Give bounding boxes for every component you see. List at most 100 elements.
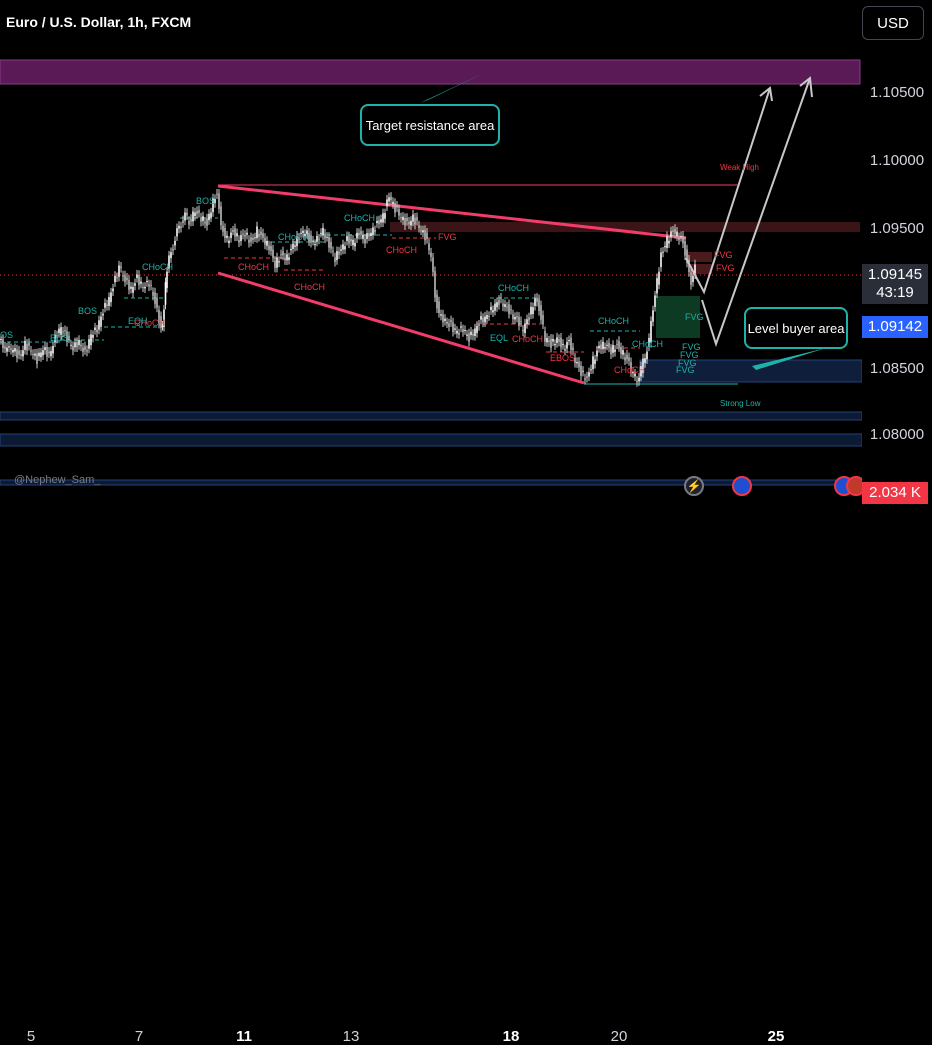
candle-body (604, 347, 606, 348)
candle-body (246, 233, 248, 235)
svg-text:CHoCH: CHoCH (498, 283, 529, 293)
candle-body (176, 228, 178, 236)
candle-body (406, 218, 408, 221)
candle-body (662, 252, 664, 253)
candle-body (266, 241, 268, 246)
price-chart[interactable]: OS BOS BOS CHoCH BOS EQH CHoCH CHoCH CHo… (0, 0, 862, 510)
candle-body (624, 357, 626, 360)
candle-body (142, 287, 144, 288)
candle-body (652, 310, 654, 321)
candle-body (310, 235, 312, 243)
candle-body (144, 287, 146, 289)
price-axis[interactable]: 1.10500 1.10000 1.09500 1.08500 1.08000 (862, 0, 932, 510)
candle-body (524, 324, 526, 333)
candle-body (114, 276, 116, 282)
candle-body (484, 317, 486, 323)
axis-corner (862, 510, 932, 550)
time-axis[interactable]: 5 7 11 13 18 20 25 (0, 510, 862, 550)
candle-body (470, 332, 472, 335)
eu-flag-icon[interactable] (732, 476, 752, 496)
target-resistance-callout[interactable]: Target resistance area (360, 104, 500, 146)
candle-body (562, 344, 564, 345)
candle-body (276, 257, 278, 267)
candle-body (500, 298, 502, 299)
level-buyer-callout[interactable]: Level buyer area (744, 307, 848, 349)
svg-text:FVG: FVG (716, 263, 735, 273)
candle-body (362, 235, 364, 239)
candle-body (264, 238, 266, 245)
candle-body (272, 249, 274, 257)
candle-body (122, 275, 124, 276)
candle-body (108, 297, 110, 306)
candle-body (240, 235, 242, 241)
candle-body (560, 338, 562, 348)
chart-title: Euro / U.S. Dollar, 1h, FXCM (6, 14, 191, 30)
candle-body (646, 352, 648, 360)
candle-body (454, 328, 456, 329)
candle-body (174, 241, 176, 246)
projection-arrows (686, 78, 812, 344)
candle-body (284, 258, 286, 261)
blue-price-badge: 1.09142 (862, 316, 928, 338)
candle-body (674, 229, 676, 234)
candle-body (370, 233, 372, 236)
candle-body (146, 281, 148, 282)
candle-body (628, 357, 630, 361)
candle-body (258, 234, 260, 237)
candle-body (78, 340, 80, 345)
candle-body (170, 252, 172, 258)
candle-body (390, 197, 392, 200)
candle-body (550, 339, 552, 348)
candle-body (44, 347, 46, 350)
candle-body (682, 236, 684, 244)
time-tick-25: 25 (768, 1028, 785, 1045)
candle-body (430, 252, 432, 256)
candle-body (502, 304, 504, 307)
candle-body (566, 342, 568, 349)
candle-body (132, 287, 134, 293)
candle-body (656, 278, 658, 293)
candle-body (94, 328, 96, 330)
candle-body (294, 245, 296, 246)
candle-body (464, 330, 466, 331)
candle-body (424, 230, 426, 240)
time-tick-13: 13 (343, 1028, 360, 1045)
candle-body (600, 344, 602, 349)
svg-text:CHoCH: CHoCH (598, 316, 629, 326)
chart-area[interactable]: OS BOS BOS CHoCH BOS EQH CHoCH CHoCH CHo… (0, 0, 862, 510)
currency-button[interactable]: USD (862, 6, 924, 40)
candle-body (594, 360, 596, 364)
candle-body (614, 350, 616, 352)
candle-body (90, 334, 92, 345)
candle-body (36, 353, 38, 363)
candle-body (254, 237, 256, 238)
candle-body (282, 251, 284, 255)
candle-body (602, 342, 604, 349)
candle-body (616, 344, 618, 345)
candle-body (576, 362, 578, 363)
lightning-icon[interactable]: ⚡ (684, 476, 704, 496)
candle-body (606, 345, 608, 346)
candle-body (192, 211, 194, 221)
candle-body (152, 292, 154, 296)
svg-text:CHoCH: CHoCH (294, 282, 325, 292)
candle-body (534, 298, 536, 305)
volume-badge: 2.034 K (862, 482, 928, 504)
candle-body (64, 330, 66, 331)
candle-body (522, 330, 524, 332)
candle-body (222, 226, 224, 232)
candle-body (260, 232, 262, 235)
svg-text:CHoCH: CHoCH (278, 232, 309, 242)
candle-body (328, 237, 330, 248)
candle-body (490, 307, 492, 310)
candle-body (124, 275, 126, 281)
candle-body (220, 206, 222, 225)
buyer-zone (640, 360, 862, 382)
candle-body (564, 349, 566, 350)
candle-body (654, 296, 656, 307)
candle-body (458, 333, 460, 334)
candle-body (130, 287, 132, 289)
lower-zone-1 (0, 412, 862, 420)
candle-body (450, 320, 452, 322)
candle-body (366, 233, 368, 239)
